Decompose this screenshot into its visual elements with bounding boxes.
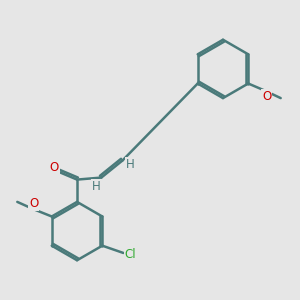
Text: Cl: Cl (125, 248, 136, 261)
Text: H: H (126, 158, 135, 171)
Text: H: H (92, 180, 101, 193)
Text: O: O (29, 197, 38, 210)
Text: O: O (50, 161, 59, 174)
Text: O: O (262, 90, 272, 103)
